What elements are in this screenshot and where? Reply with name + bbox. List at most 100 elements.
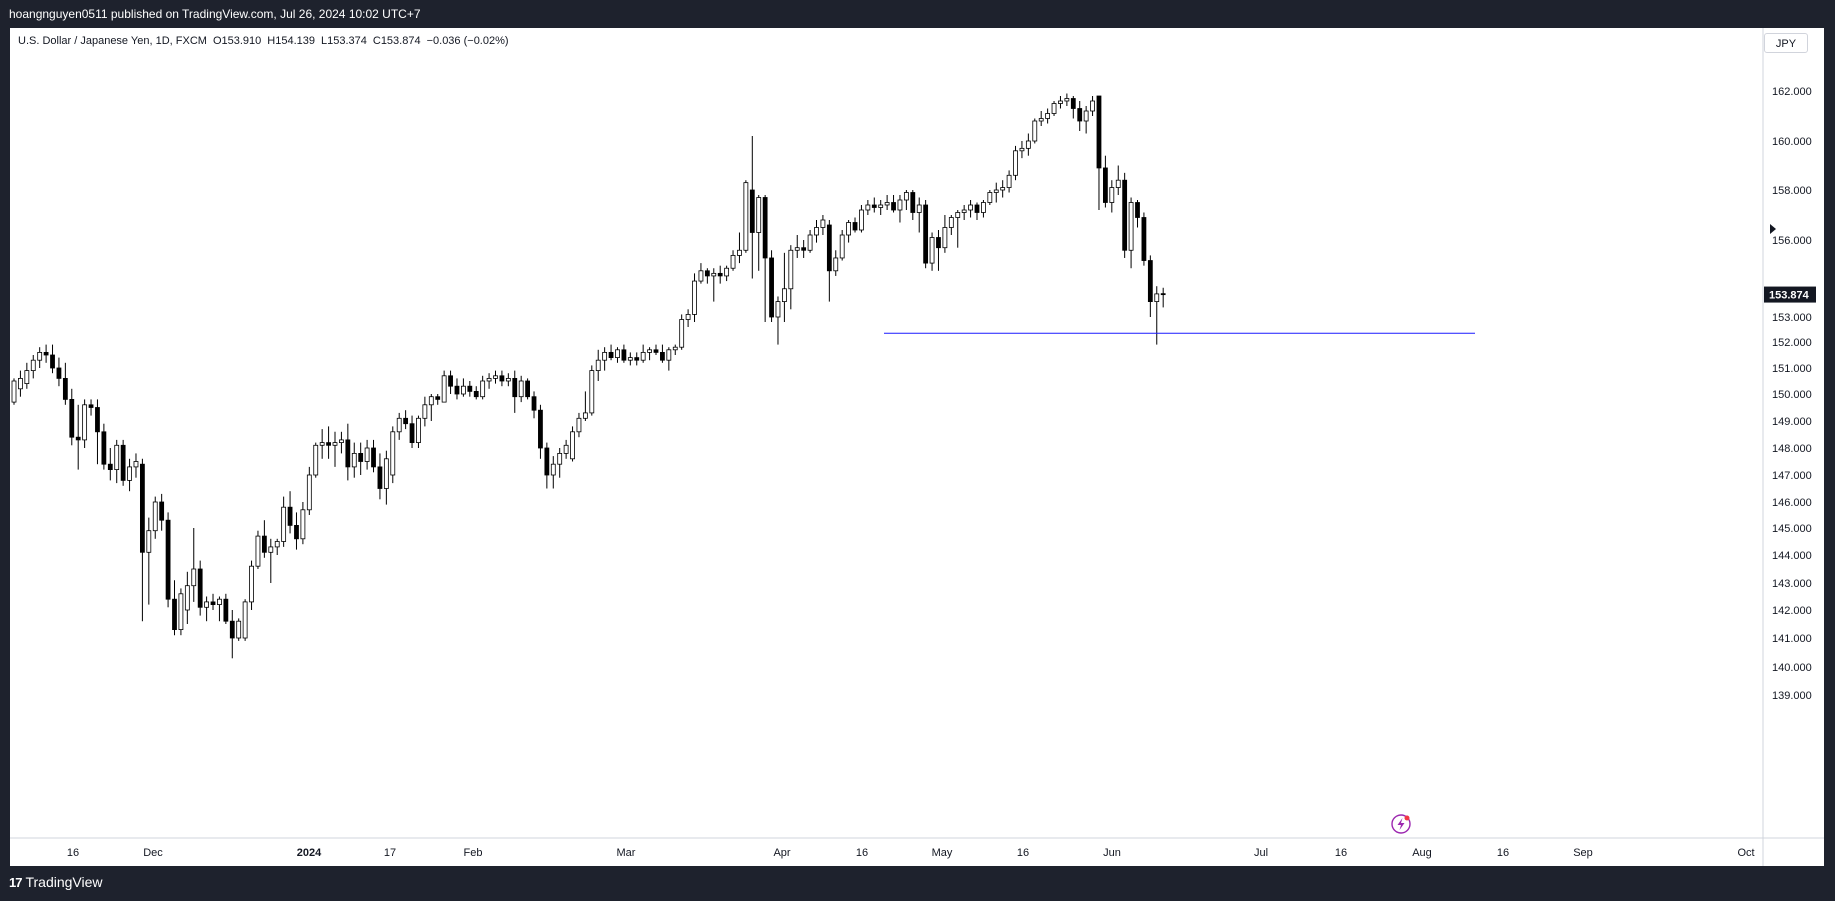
candle (120, 439, 126, 486)
candle-body (255, 535, 261, 567)
chart-frame[interactable]: 139.000 140.000 141.000 142.000 143.000 144.0… (10, 28, 1824, 866)
candle-body (1141, 217, 1147, 261)
candle (878, 200, 884, 215)
candle-body (1038, 118, 1044, 122)
candle-body (615, 349, 620, 358)
time-axis[interactable]: 16 Dec 2024 17 Feb Mar Apr 16 May 16 Jun Jul 16 Aug 16… (67, 847, 1755, 859)
candle-body (319, 442, 325, 446)
tradingview-logo[interactable]: 17 TradingView (9, 874, 103, 890)
price-chart[interactable]: 139.000 140.000 141.000 142.000 143.000 144.0… (10, 28, 1824, 866)
candle-body (916, 204, 922, 213)
candle-body (499, 375, 505, 382)
candle (929, 232, 935, 271)
candle-body (358, 452, 364, 462)
candle (1128, 197, 1134, 269)
candle (1141, 212, 1147, 266)
candle-body (961, 209, 967, 213)
candle (159, 493, 165, 531)
candle (351, 442, 357, 478)
candle (1058, 96, 1063, 109)
candle (390, 426, 396, 484)
candle (499, 370, 505, 387)
candle (107, 448, 113, 481)
price-tick-label: 147.000 (1772, 470, 1812, 482)
candle-body (184, 585, 190, 611)
candle-body (762, 197, 768, 259)
lightning-alert-icon[interactable] (1391, 814, 1411, 834)
candle-body (139, 463, 145, 553)
candle (146, 517, 152, 605)
candle-body (95, 407, 100, 433)
currency-button[interactable]: JPY (1764, 33, 1808, 53)
candle-body (351, 452, 357, 468)
candle (974, 202, 980, 220)
candle (217, 596, 222, 622)
candle-body (743, 182, 749, 251)
candle (210, 593, 216, 610)
candle-body (756, 197, 762, 233)
candle (1006, 170, 1012, 193)
candle-body (576, 417, 582, 433)
last-price-tag: 153.874 (1764, 286, 1816, 303)
last-price-label: 153.874 (1769, 290, 1810, 302)
candle-body (1160, 293, 1166, 296)
candle (666, 347, 672, 371)
candle-body (416, 417, 421, 443)
candle (1109, 180, 1115, 213)
candle-body (711, 272, 717, 277)
candle (550, 456, 556, 489)
candle (18, 370, 23, 397)
candle-body (987, 192, 993, 203)
candle (711, 268, 717, 302)
candle-body (936, 237, 941, 249)
candle-body (1109, 187, 1115, 203)
candle (756, 195, 762, 271)
candle-body (383, 458, 389, 489)
candle-body (43, 351, 49, 356)
candle-body (1135, 202, 1140, 218)
candle (1013, 145, 1018, 181)
candle (88, 399, 94, 416)
candle (807, 230, 813, 253)
candle (178, 588, 184, 636)
candle-body (493, 375, 498, 379)
candle-body (563, 444, 569, 454)
candle-body (210, 601, 216, 606)
candle-body (923, 204, 929, 264)
candle-body (1077, 108, 1083, 122)
candle-body (794, 247, 800, 251)
scroll-right-arrow-icon[interactable] (1770, 224, 1776, 234)
candle-body (377, 466, 383, 489)
candle-body (390, 431, 396, 476)
candle (493, 370, 498, 384)
candle (1083, 106, 1089, 134)
candle-body (903, 192, 909, 201)
candle (422, 396, 428, 427)
candle (473, 386, 479, 400)
candle (505, 373, 511, 387)
candle (172, 580, 177, 636)
candle (595, 349, 601, 381)
candle-body (249, 565, 254, 603)
candle-body (1122, 179, 1128, 251)
candle (884, 195, 890, 210)
candle (428, 394, 434, 421)
lightning-bolt (1397, 818, 1405, 830)
candle (377, 453, 383, 500)
candle (852, 217, 858, 233)
candle-body (37, 351, 43, 361)
candle (255, 530, 261, 569)
candle-body (268, 546, 274, 553)
candle-body (306, 474, 312, 511)
candle (660, 344, 665, 363)
price-tick-label: 150.000 (1772, 389, 1812, 401)
price-axis[interactable]: 139.000 140.000 141.000 142.000 143.000 144.0… (1772, 86, 1812, 702)
candle-body (120, 444, 126, 481)
candle (621, 344, 627, 363)
candle (557, 448, 563, 478)
candle-body (782, 288, 787, 302)
last-price-background (1764, 286, 1816, 303)
candle-body (660, 351, 665, 361)
candle (737, 232, 742, 264)
candle (891, 195, 896, 213)
